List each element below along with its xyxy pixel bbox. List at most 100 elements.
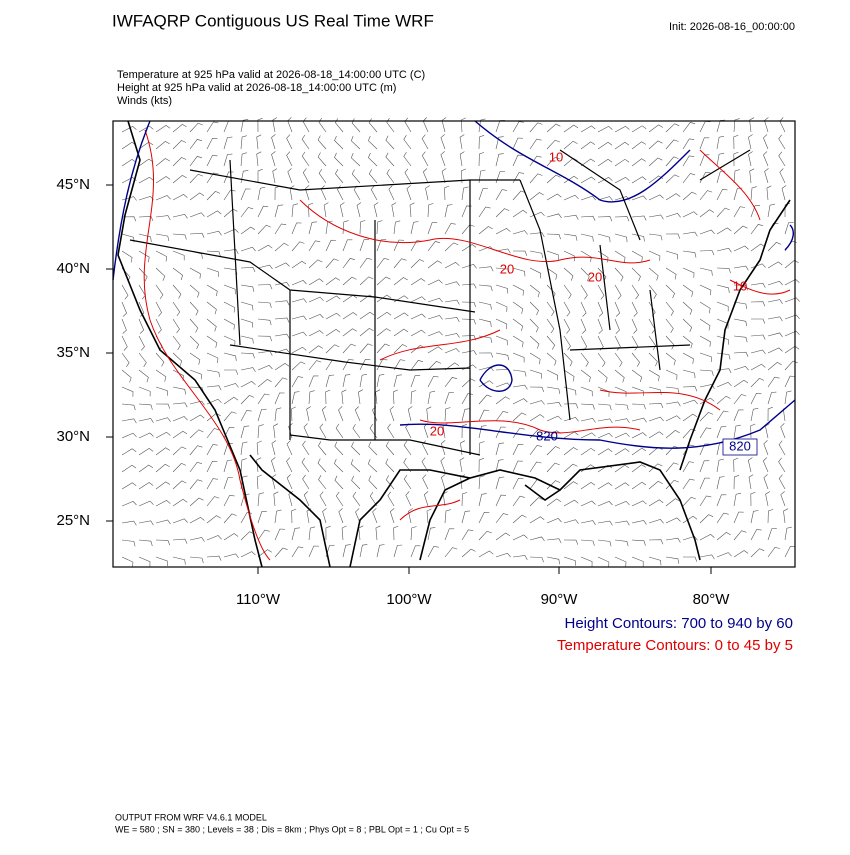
wind-barb [546, 415, 562, 422]
wind-barb [682, 352, 694, 364]
wind-barb [121, 335, 128, 351]
wind-barb [303, 423, 310, 439]
wind-barb [206, 267, 219, 277]
wind-barb [206, 496, 220, 507]
wind-barb [631, 481, 647, 490]
wind-barb [460, 168, 467, 184]
wind-barb [716, 284, 730, 293]
wind-barb [317, 135, 327, 150]
wind-barb [391, 202, 397, 218]
wind-barb [512, 301, 524, 314]
wind-barb [648, 194, 664, 201]
wind-barb [614, 141, 630, 150]
wind-barb [665, 537, 681, 543]
wind-barb [172, 318, 180, 334]
wind-barb [495, 189, 508, 201]
wind-barb [274, 262, 290, 269]
wind-barb [291, 331, 307, 337]
wind-barb [325, 344, 340, 354]
wind-barb [614, 301, 621, 317]
wind-barb [716, 152, 725, 167]
wind-barb [546, 156, 560, 167]
wind-barb [403, 440, 412, 456]
wind-barb [206, 335, 218, 348]
wind-barb [240, 410, 252, 422]
wind-barb [376, 374, 385, 388]
wind-barb [461, 350, 477, 355]
wind-barb [322, 508, 327, 524]
wind-barb [699, 229, 715, 235]
wind-barb [440, 457, 446, 473]
wind-barb [750, 378, 765, 388]
wind-barb [410, 296, 426, 303]
wind-barb [529, 497, 544, 507]
wind-barb [563, 140, 578, 150]
wind-barb [368, 152, 378, 167]
wind-barb [529, 267, 542, 279]
wind-barb [317, 152, 327, 167]
wind-barb [733, 457, 739, 473]
wind-barb [121, 318, 127, 334]
wind-barb [274, 185, 280, 201]
wind-barb [368, 135, 378, 150]
wind-barb [342, 276, 357, 286]
wind-barb [387, 423, 395, 439]
wind-barb [325, 525, 331, 541]
wind-barb [614, 335, 621, 351]
wind-barb [648, 463, 663, 473]
wind-barb [189, 556, 204, 563]
wind-barb [138, 539, 153, 547]
wind-barb [580, 141, 596, 150]
wind-barb [403, 458, 412, 473]
wind-barb [614, 432, 630, 439]
wind-barb [750, 363, 766, 371]
wind-barb [352, 423, 361, 439]
wind-barb [138, 352, 147, 367]
wind-barb [308, 278, 324, 286]
wind-barb [733, 511, 744, 524]
wind-barb [529, 138, 542, 150]
wind-barb [529, 386, 544, 393]
wind-barb [631, 176, 647, 184]
wind-barb [223, 513, 237, 524]
wind-barb [376, 328, 391, 337]
wind-barb [189, 318, 199, 333]
wind-barb [240, 226, 256, 235]
wind-barb [257, 205, 269, 218]
wind-barb [206, 121, 219, 133]
wind-barb [427, 546, 439, 558]
footer-line: OUTPUT FROM WRF V4.6.1 MODEL [115, 812, 267, 822]
wind-barb [784, 297, 800, 303]
wind-barb [733, 318, 747, 327]
wind-barb [597, 418, 613, 424]
wind-barb [631, 500, 647, 507]
wind-barb [784, 314, 800, 320]
wind-barb [580, 539, 595, 546]
title: IWFAQRP Contiguous US Real Time WRF [112, 11, 434, 30]
wind-barb [302, 440, 310, 456]
wind-barb [138, 267, 148, 282]
wind-barb [699, 318, 711, 331]
wind-barb [155, 352, 165, 367]
wind-barb [138, 448, 154, 456]
wind-barb [495, 459, 504, 473]
contour-label: 820 [729, 438, 751, 453]
wind-barb [546, 462, 560, 473]
wind-barb [529, 250, 543, 259]
wind-barb [495, 426, 506, 439]
wind-barb [766, 185, 772, 201]
wind-barb [716, 476, 725, 490]
wind-barb [308, 390, 315, 405]
wind-barb [325, 239, 337, 252]
latitude-label: 35°N [56, 344, 90, 361]
wind-barb [291, 361, 306, 371]
wind-barb [351, 441, 361, 456]
longitude-label: 110°W [236, 591, 281, 608]
wind-barb [302, 168, 310, 184]
wind-barb [682, 267, 695, 278]
wind-barb [767, 376, 780, 388]
wind-barb [206, 318, 217, 332]
wind-barb [240, 135, 247, 150]
wind-barb [440, 151, 446, 167]
wind-barb [351, 169, 361, 184]
